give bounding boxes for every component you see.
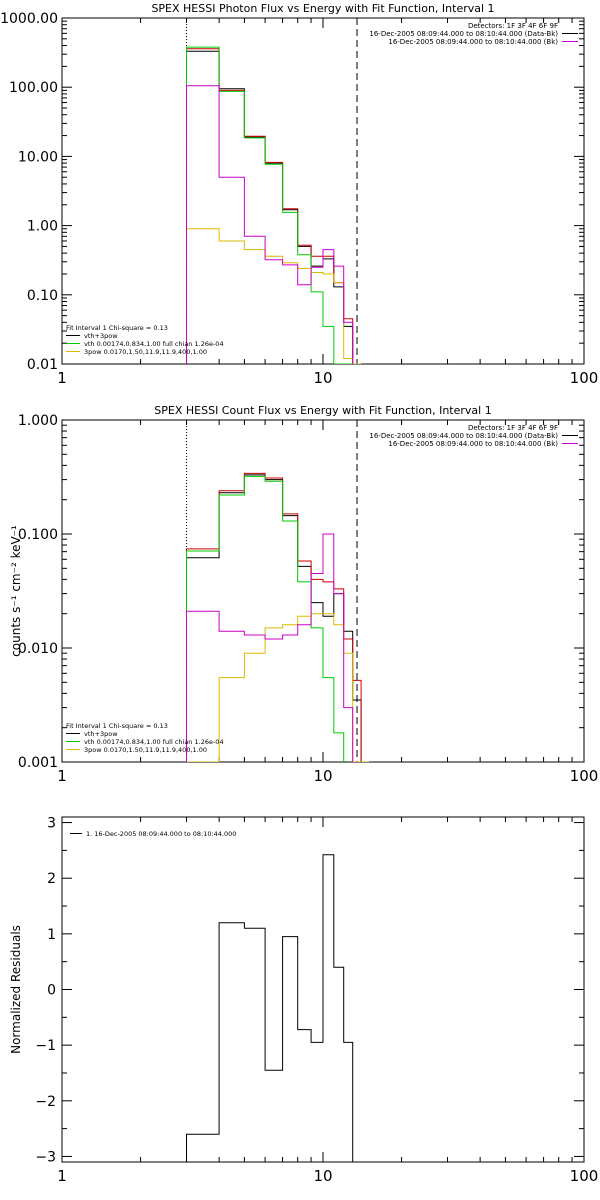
y-tick-label: 0 xyxy=(47,983,56,999)
chart-panel-3: Normalized Residuals 1 10 100 −3 −2 −1 0 1 2 3 1. 1… xyxy=(9,816,598,1185)
y-tick-label: 0.100 xyxy=(18,527,58,543)
chart-panel-1: SPEX HESSI Photon Flux vs Energy with Fi… xyxy=(0,2,598,387)
legend-top-right-entry: 16-Dec-2005 08:09:44.000 to 08:10:44.000… xyxy=(388,440,558,448)
series-data-bk-line xyxy=(186,474,362,762)
y-tick-label: −1 xyxy=(35,1038,56,1054)
chart-panel-2: SPEX HESSI Count Flux vs Energy with Fit… xyxy=(9,404,598,785)
legend-bottom-left-entry: Fit Interval 1 Chi-square = 0.13 xyxy=(66,324,168,332)
legend-top-left-entry: 1. 16-Dec-2005 08:09:44.000 to 08:10:44.… xyxy=(86,830,236,838)
legend-bottom-left-entry: vth+3pow xyxy=(84,730,118,738)
y-tick-label: −2 xyxy=(35,1094,56,1110)
legend-top-right-entry: 16-Dec-2005 08:09:44.000 to 08:10:44.000… xyxy=(369,30,558,38)
plot-frame xyxy=(61,419,585,763)
legend-bottom-left-entry: 3pow 0.0170,1.50,11.9,11.9,400,1.00 xyxy=(84,348,207,356)
y-tick-label: 10.00 xyxy=(18,149,58,165)
y-tick-label: 1.00 xyxy=(27,219,58,235)
legend-top-right-entry: Detectors: 1F 3F 4F 6F 9F xyxy=(468,22,558,30)
x-tick-label: 100 xyxy=(570,1167,599,1185)
x-tick-label: 10 xyxy=(313,767,332,785)
y-axis-label: Normalized Residuals xyxy=(9,925,23,1054)
chart-title: SPEX HESSI Count Flux vs Energy with Fit… xyxy=(154,404,491,417)
series-bk-line xyxy=(186,533,354,762)
y-tick-label: 1.000 xyxy=(18,413,58,429)
y-tick-label: 1 xyxy=(47,927,56,943)
series-1-16-dec-2005-08-09-44-000-to-08-10-44-000-line xyxy=(186,854,354,1162)
series-vth-line xyxy=(186,475,345,762)
y-tick-label: 0.10 xyxy=(27,288,58,304)
x-tick-label: 10 xyxy=(313,369,332,387)
x-tick-label: 10 xyxy=(313,1167,332,1185)
y-tick-label: 1000.00 xyxy=(0,11,58,27)
series-vth-3pow-line xyxy=(186,48,362,364)
legend-bottom-left-entry: Fit Interval 1 Chi-square = 0.13 xyxy=(66,722,168,730)
series-data-bk-line xyxy=(186,50,362,364)
series-3pow-line xyxy=(186,613,369,762)
series-bk-line xyxy=(186,85,354,364)
legend-top-right-entry: Detectors: 1F 3F 4F 6F 9F xyxy=(468,424,558,432)
chart-title: SPEX HESSI Photon Flux vs Energy with Fi… xyxy=(151,2,494,15)
y-tick-label: 0.010 xyxy=(18,641,58,657)
x-tick-label: 1 xyxy=(57,767,67,785)
legend-top-right-entry: 16-Dec-2005 08:09:44.000 to 08:10:44.000… xyxy=(388,38,558,46)
y-tick-label: 2 xyxy=(47,871,56,887)
x-tick-label: 100 xyxy=(570,767,599,785)
series-vth-line xyxy=(186,46,353,364)
legend-top-right-entry: 16-Dec-2005 08:09:44.000 to 08:10:44.000… xyxy=(369,432,558,440)
x-tick-label: 100 xyxy=(570,369,599,387)
legend-bottom-left-entry: vth 0.00174,0.834,1.00 full chian 1.26e-… xyxy=(84,738,224,746)
x-tick-label: 1 xyxy=(57,369,67,387)
x-tick-label: 1 xyxy=(57,1167,67,1185)
legend-bottom-left-entry: 3pow 0.0170,1.50,11.9,11.9,400,1.00 xyxy=(84,746,207,754)
y-tick-label: 3 xyxy=(47,816,56,832)
legend-bottom-left-entry: vth+3pow xyxy=(84,332,118,340)
y-axis-label: counts s⁻¹ cm⁻² keV⁻¹ xyxy=(9,525,23,657)
y-tick-label: 100.00 xyxy=(9,80,58,96)
y-tick-label: 0.01 xyxy=(27,357,58,373)
y-tick-label: 0.001 xyxy=(18,755,58,771)
legend-bottom-left-entry: vth 0.00174,0.834,1.00 full chian 1.26e-… xyxy=(84,340,224,348)
y-tick-label: −3 xyxy=(35,1149,56,1165)
series-vth-3pow-line xyxy=(186,472,362,762)
